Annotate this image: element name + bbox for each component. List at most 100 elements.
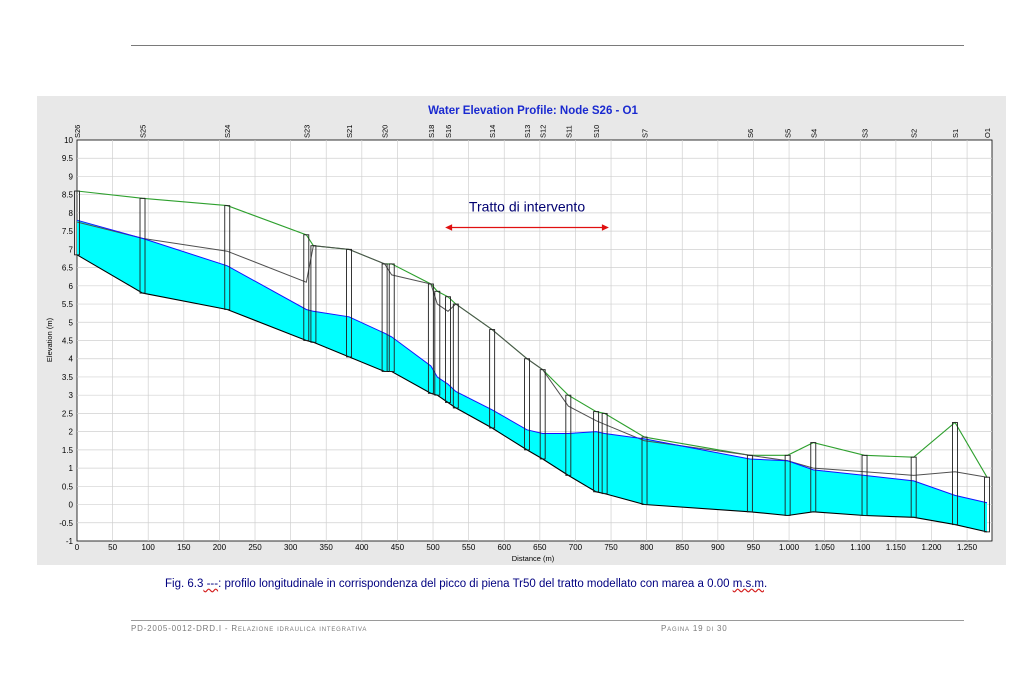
manhole-shaft (427, 283, 434, 394)
chart-panel: S26 S25 S24 S23 S21 S20 S18 S16 S14 S13 S12 S11 S10 S… (37, 96, 1006, 565)
y-tick-label: 9.5 (62, 154, 74, 163)
caption-fig-number: 6.3 (187, 578, 204, 590)
node-label: S12 (539, 125, 548, 138)
x-tick-label: 450 (391, 543, 405, 552)
x-axis-label: Distance (m) (512, 554, 555, 563)
manhole-shaft (74, 190, 80, 256)
water-elevation-chart: S26 S25 S24 S23 S21 S20 S18 S16 S14 S13 S12 S11 S10 S… (45, 105, 993, 563)
y-tick-label: 2 (69, 428, 74, 437)
node-label: S2 (910, 129, 919, 138)
node-label: S6 (746, 129, 755, 138)
figure-caption: Fig. 6.3 ---: profilo longitudinale in c… (165, 578, 767, 590)
manhole-shaft (388, 263, 395, 372)
x-tick-label: 0 (75, 543, 80, 552)
y-tick-label: 5 (69, 318, 74, 327)
manhole-shaft (593, 411, 600, 493)
x-tick-label: 800 (640, 543, 654, 552)
x-tick-label: 900 (711, 543, 725, 552)
manhole-shaft (601, 412, 608, 495)
node-label: S5 (784, 129, 793, 138)
caption-unit: m.s.m (732, 578, 764, 590)
footer-doc-title: - Relazione idraulica integrativa (221, 624, 368, 633)
y-tick-label: 4.5 (62, 337, 74, 346)
manhole-shaft (445, 296, 451, 403)
y-tick-label: 3.5 (62, 373, 74, 382)
footer-rule (131, 620, 964, 621)
x-tick-label: 400 (355, 543, 369, 552)
x-tick-label: 600 (498, 543, 512, 552)
node-label: O1 (983, 128, 992, 138)
node-label: S24 (223, 125, 232, 138)
header-rule (131, 45, 964, 46)
node-label: S20 (381, 125, 390, 138)
x-tick-label: 350 (320, 543, 334, 552)
manhole-shaft (524, 358, 530, 451)
x-tick-label: 50 (108, 543, 117, 552)
x-tick-labels: 0 50 100 150 200 250 300 350 400 450 500 550 600 650 7… (75, 543, 978, 552)
y-tick-label: 8 (69, 209, 74, 218)
caption-end: . (764, 578, 768, 590)
caption-prefix: Fig. (165, 578, 188, 590)
y-tick-label: 7 (69, 245, 74, 254)
x-tick-label: 700 (569, 543, 583, 552)
annotation-label: Tratto di intervento (469, 198, 585, 214)
manhole-shaft (346, 248, 352, 358)
node-label: S14 (488, 125, 497, 138)
node-label: S3 (861, 129, 870, 138)
y-tick-label: 3 (69, 391, 74, 400)
chart-title: Water Elevation Profile: Node S26 - O1 (428, 105, 638, 117)
invert-line (76, 254, 988, 533)
x-tick-label: 1.150 (886, 543, 907, 552)
arrow-left-icon (445, 224, 453, 231)
manhole-shaft (310, 245, 317, 343)
x-tick-label: 850 (676, 543, 690, 552)
y-tick-label: 6 (69, 282, 74, 291)
manhole-shaft (489, 329, 496, 429)
node-label: S10 (592, 125, 601, 138)
node-label: S16 (444, 125, 453, 138)
water-surface-line (76, 219, 988, 504)
water-area (77, 220, 987, 532)
manhole-shaft (452, 303, 459, 409)
manhole-shaft (861, 454, 868, 516)
manhole-shaft (224, 205, 231, 310)
manhole-shaft (434, 290, 441, 396)
footer-doc-code: PD-2005-0012-DRD.I (131, 624, 222, 633)
x-tick-label: 750 (604, 543, 618, 552)
y-tick-label: 0.5 (62, 482, 74, 491)
node-label: S1 (951, 129, 960, 138)
x-tick-label: 250 (248, 543, 262, 552)
manhole-shaft (910, 456, 917, 518)
x-tick-label: 300 (284, 543, 298, 552)
x-tick-label: 550 (462, 543, 476, 552)
x-tick-label: 1.050 (815, 543, 836, 552)
manhole-shaft (539, 369, 546, 460)
y-tick-label: -1 (66, 537, 74, 546)
x-tick-label: 1.100 (850, 543, 871, 552)
node-labels: S26 S25 S24 S23 S21 S20 S18 S16 S14 S13 S12 S11 S10 S… (73, 125, 992, 138)
node-label: S23 (302, 125, 311, 138)
y-tick-label: 8.5 (62, 191, 74, 200)
x-tick-label: 1.250 (957, 543, 978, 552)
y-tick-label: 4 (69, 355, 74, 364)
x-tick-label: 1.200 (921, 543, 942, 552)
y-axis-label: Elevation (m) (45, 317, 54, 362)
y-tick-label: 1 (69, 464, 74, 473)
caption-dash: --- (203, 578, 219, 590)
manhole-shaft (641, 436, 648, 505)
manhole-shaft (784, 454, 791, 516)
x-tick-label: 200 (213, 543, 227, 552)
node-label: S13 (523, 125, 532, 138)
node-label: S21 (345, 125, 354, 138)
manhole-shaft (984, 476, 990, 533)
y-tick-label: 6.5 (62, 264, 74, 273)
manhole-shafts (74, 190, 990, 533)
manhole-shaft (565, 394, 572, 476)
manhole-shaft (746, 454, 753, 513)
x-tick-label: 500 (426, 543, 440, 552)
y-tick-label: 2.5 (62, 409, 74, 418)
y-tick-label: 1.5 (62, 446, 74, 455)
node-label: S11 (564, 125, 573, 138)
x-tick-label: 100 (142, 543, 156, 552)
caption-body: : profilo longitudinale in corrispondenz… (218, 578, 733, 590)
